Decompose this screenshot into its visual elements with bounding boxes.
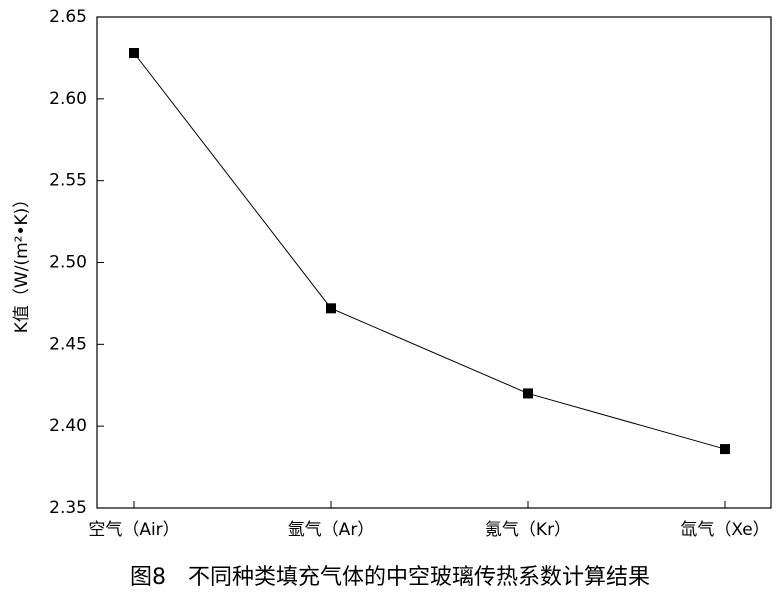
y-tick-label: 2.65 [49,7,87,27]
plot-frame [96,16,772,509]
y-tick-label: 2.55 [49,171,87,191]
x-tick-label: 氙气（Xe） [680,520,769,540]
x-tick-label: 氪气（Kr） [485,520,571,540]
y-axis-label: K值（W/(m²•K)） [12,191,32,334]
y-tick-label: 2.45 [49,334,87,354]
caption: 图8 不同种类填充气体的中空玻璃传热系数计算结果 [130,565,650,590]
data-point [523,388,533,399]
y-tick-label: 2.40 [49,416,87,436]
data-point [326,303,336,314]
data-point [129,48,139,59]
y-tick-label: 2.50 [49,253,87,273]
y-tick-label: 2.60 [49,89,87,109]
y-tick-label: 2.35 [49,498,87,518]
x-tick-label: 空气（Air） [88,520,179,540]
data-point [720,444,730,455]
data-line [133,52,726,450]
x-tick-label: 氩气（Ar） [288,520,375,540]
